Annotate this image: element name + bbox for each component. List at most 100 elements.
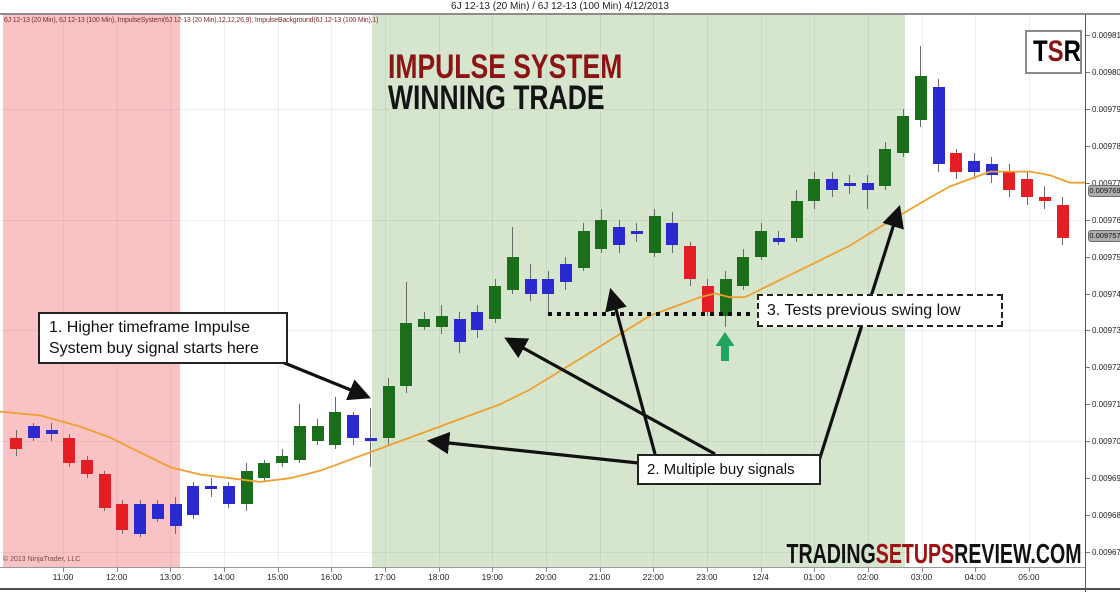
grid-line-vertical [116,15,118,567]
candle-body [772,238,785,242]
time-tick-label: 20:00 [535,572,557,582]
candle-body [222,485,235,504]
time-tick-mark [975,568,977,572]
candle-body [524,278,537,294]
price-tick-mark [1086,478,1090,480]
candle-body [10,437,22,449]
candle-body [1038,197,1051,202]
time-tick-label: 22:00 [642,572,664,582]
time-tick-label: 12/4 [752,572,769,582]
ninjatrader-copyright: © 2013 NinjaTrader, LLC [3,556,81,563]
candle-body [311,426,324,442]
time-tick-mark [653,568,655,572]
time-tick-mark [384,568,386,572]
candle-body [985,164,998,176]
arrow-box2-to-third-buy [605,287,657,455]
candle-body [258,463,271,479]
grid-line-vertical [384,15,386,567]
candle-body [879,149,892,187]
time-tick-label: 14:00 [213,572,235,582]
grid-line-vertical [975,15,977,567]
time-tick-mark [116,568,118,572]
price-tick-mark [1086,293,1090,295]
candle-body [968,160,980,172]
price-tick-mark [1086,515,1090,517]
candle-body [932,86,945,165]
time-tick-mark [63,568,64,572]
time-tick-mark [438,568,440,572]
time-tick-mark [331,568,333,572]
candle-body [98,474,111,508]
candle-body [950,153,963,172]
candle-body [790,201,803,239]
price-tick-mark [1086,145,1090,147]
time-tick-label: 03:00 [910,572,933,582]
candle-body [453,319,466,342]
candle-body [187,485,200,516]
grid-line-horizontal [0,441,1085,443]
price-tick-mark [1086,71,1090,73]
grid-line-vertical [438,15,440,567]
annotation-box-2: 2. Multiple buy signals [637,454,821,485]
candle-body [559,263,572,283]
chart-area[interactable]: 6J 12-13 (20 Min), 6J 12-13 (100 Min), I… [0,15,1085,567]
candle-body [293,426,306,460]
time-tick-mark [277,568,279,572]
time-tick-label: 19:00 [481,572,503,582]
price-tick-mark [1086,404,1090,406]
time-tick-label: 02:00 [857,572,879,582]
last-price-marker: 0.009769 [1088,185,1120,198]
price-tick-mark [1086,108,1090,110]
site-watermark: TRADINGSETUPSREVIEW.COM [787,538,1082,567]
candle-body [630,230,643,235]
time-tick-mark [545,568,547,572]
candle-body [843,182,856,187]
candle-body [684,245,697,279]
candle-body [471,311,484,331]
time-tick-mark [492,568,494,572]
time-tick-mark [921,568,923,572]
headline-line1: IMPULSE SYSTEM [388,48,623,86]
candle-body [648,215,661,253]
price-tick-mark [1086,367,1090,369]
candle-body [276,456,289,464]
candle-body [382,385,395,438]
time-tick-label: 04:00 [964,572,986,582]
tsr-logo: TSR [1025,30,1082,74]
candle-body [418,319,430,327]
candle-body [613,227,626,246]
grid-line-vertical [170,15,172,567]
time-tick-label: 21:00 [588,572,611,582]
grid-line-horizontal [0,552,1085,554]
candle-body [897,116,909,154]
candle-body [63,437,76,464]
time-tick-mark [599,568,601,572]
candle-body [205,485,218,490]
candle-wick [867,175,868,209]
candle-wick [778,230,780,246]
candle-body [826,179,838,191]
grid-line-vertical [223,15,225,567]
last-price-marker: 0.009757 [1088,229,1120,242]
grid-line-vertical [653,15,655,567]
arrow-box1-to-signal-start [281,360,371,401]
candle-body [719,278,732,316]
tsr-logo-t: T [1033,35,1048,68]
window-bottom-border [0,588,1120,590]
candle-body [435,315,448,327]
grid-line-vertical [760,15,762,567]
candle-body [914,75,927,120]
candle-body [364,437,377,442]
grid-line-vertical [331,15,333,567]
